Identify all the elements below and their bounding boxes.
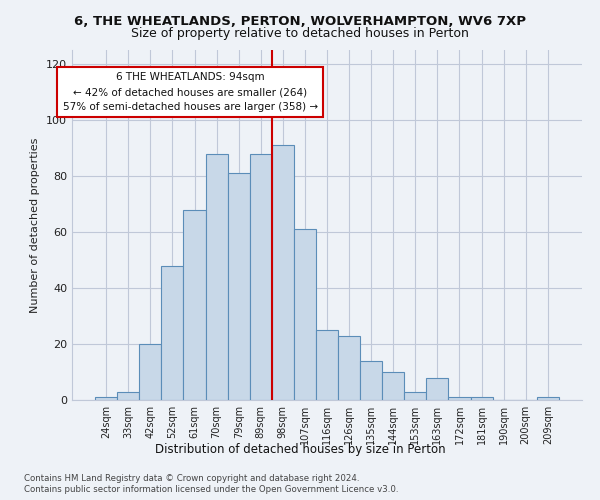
Bar [161, 266, 184, 400]
Bar [250, 154, 272, 400]
Bar [139, 344, 161, 400]
Text: 6 THE WHEATLANDS: 94sqm
← 42% of detached houses are smaller (264)
57% of semi-d: 6 THE WHEATLANDS: 94sqm ← 42% of detache… [62, 72, 317, 112]
Bar [360, 361, 382, 400]
Bar [184, 210, 206, 400]
Bar [316, 330, 338, 400]
Bar [537, 397, 559, 400]
Bar [404, 392, 427, 400]
Bar [117, 392, 139, 400]
Bar [448, 397, 470, 400]
Bar [227, 173, 250, 400]
Bar [294, 229, 316, 400]
Bar [206, 154, 227, 400]
Text: Distribution of detached houses by size in Perton: Distribution of detached houses by size … [155, 442, 445, 456]
Text: Contains public sector information licensed under the Open Government Licence v3: Contains public sector information licen… [24, 485, 398, 494]
Bar [338, 336, 360, 400]
Text: Contains HM Land Registry data © Crown copyright and database right 2024.: Contains HM Land Registry data © Crown c… [24, 474, 359, 483]
Bar [272, 145, 294, 400]
Bar [95, 397, 117, 400]
Bar [427, 378, 448, 400]
Bar [470, 397, 493, 400]
Text: 6, THE WHEATLANDS, PERTON, WOLVERHAMPTON, WV6 7XP: 6, THE WHEATLANDS, PERTON, WOLVERHAMPTON… [74, 15, 526, 28]
Bar [382, 372, 404, 400]
Text: Size of property relative to detached houses in Perton: Size of property relative to detached ho… [131, 28, 469, 40]
Y-axis label: Number of detached properties: Number of detached properties [31, 138, 40, 312]
